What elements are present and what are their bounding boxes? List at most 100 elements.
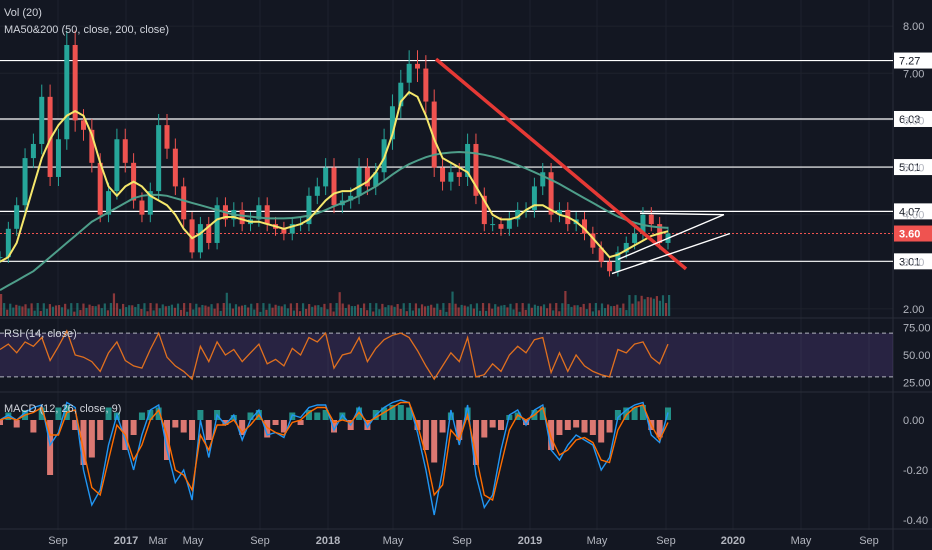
level-tag [894, 203, 932, 220]
volume-bar [417, 308, 421, 316]
volume-bar [225, 292, 228, 316]
macd-hist-bar [13, 420, 20, 428]
volume-bar [561, 303, 564, 316]
volume-bar [54, 305, 58, 316]
channel-upper-line[interactable] [617, 214, 725, 261]
volume-bar [625, 310, 628, 316]
volume-bar [378, 309, 381, 316]
ma50-line [0, 90, 669, 263]
level-tag [894, 110, 932, 127]
volume-bar [222, 303, 225, 316]
volume-bar [79, 310, 82, 316]
macd-hist-bar [5, 412, 12, 420]
volume-bar [427, 305, 430, 316]
macd-hist-bar [431, 420, 438, 463]
volume-bar [134, 306, 137, 316]
volume-bar [549, 303, 552, 316]
volume-bar [652, 298, 655, 316]
time-axis[interactable]: Sep 2017 Mar May Sep 2018 May Sep 2019 May Sep 2020… [48, 535, 879, 547]
volume-bar [207, 306, 210, 316]
macd-hist-bar [539, 407, 546, 420]
macd-hist-bar [180, 420, 187, 433]
level-label: 4.07 [899, 206, 920, 218]
candle-body [648, 214, 654, 225]
macd-hist-bar [297, 420, 304, 425]
macd-hist-bar [381, 407, 388, 420]
macd-hist-bar [239, 420, 246, 435]
volume-bar [411, 310, 414, 316]
volume-bar [610, 306, 613, 316]
volume-bar [106, 310, 109, 316]
volume-bar [555, 303, 558, 316]
channel-lower-line[interactable] [611, 232, 731, 275]
candle-body [97, 162, 103, 215]
indicator-ma-label[interactable]: MA50&200 (50, close, 200, close) [4, 24, 169, 36]
volume-bar [503, 304, 506, 316]
volume-bar [381, 303, 384, 316]
volume-bar [179, 309, 183, 316]
volume-bar [530, 307, 533, 316]
macd-hist-bar [72, 420, 79, 430]
candle-body [323, 167, 329, 187]
volume-bar [369, 303, 372, 316]
indicator-rsi-label[interactable]: RSI (14, close) [4, 328, 77, 340]
triangle-top-line[interactable] [639, 212, 725, 216]
volume-bar [170, 304, 174, 316]
volume-bar [393, 306, 396, 316]
rsi-tick: 50.00 [903, 350, 931, 362]
candle-body [356, 167, 362, 196]
volume-bar [24, 304, 27, 316]
candle-body [5, 228, 11, 258]
volume-bar [329, 303, 332, 316]
volume-bar [3, 303, 6, 316]
volume-bar [271, 307, 274, 316]
candle-body [331, 167, 337, 206]
candle-body [448, 172, 454, 182]
macd-hist-bar [88, 420, 95, 458]
volume-bar [228, 303, 231, 316]
volume-bar [85, 307, 88, 316]
candle-body [147, 191, 153, 215]
price-axis[interactable]: 2.00 3.00 4.00 5.00 6.00 7.00 8.00 25.00 50.00 75… [903, 21, 931, 527]
volume-bar [51, 306, 55, 316]
volume-bar [460, 304, 463, 316]
candle-body [615, 252, 621, 272]
macd-hist-bar [222, 420, 229, 425]
candle-body [256, 205, 262, 220]
volume-bar [433, 307, 436, 316]
volume-bar [15, 304, 18, 316]
macd-hist-bar [155, 407, 162, 420]
macd-pane[interactable] [0, 399, 671, 516]
price-pane[interactable] [0, 30, 671, 291]
indicator-vol-label[interactable]: Vol (20) [4, 7, 42, 19]
volume-bar [213, 308, 216, 316]
candle-body [481, 195, 487, 225]
indicator-macd-label[interactable]: MACD (12, 26, close, 9) [4, 403, 121, 415]
volume-bar [655, 296, 658, 316]
volume-bar [521, 303, 524, 316]
level-label: 7.27 [899, 56, 920, 68]
macd-line [0, 399, 669, 516]
candle-body [72, 44, 78, 121]
downtrend-line[interactable] [434, 57, 688, 271]
volume-bar [131, 305, 134, 316]
last-price-tag [894, 225, 932, 242]
time-tick: Sep [656, 535, 676, 547]
macd-hist-bar [130, 420, 137, 435]
volume-bar [122, 303, 125, 316]
rsi-pane[interactable] [0, 329, 893, 381]
horizontal-levels[interactable]: 7.27 6.03 5.01 4.07 3.01 3.60 [0, 52, 932, 270]
volume-bar [195, 303, 198, 316]
candle-body [306, 195, 312, 225]
candle-body [22, 158, 28, 206]
volume-bar [186, 311, 189, 316]
volume-bar [478, 310, 482, 316]
trend-drawings[interactable] [434, 57, 731, 275]
volume-bar [603, 308, 607, 316]
macd-hist-bar [356, 407, 363, 420]
volume-bar [305, 308, 308, 316]
volume-bar [488, 303, 491, 316]
time-tick: 2019 [518, 535, 542, 547]
